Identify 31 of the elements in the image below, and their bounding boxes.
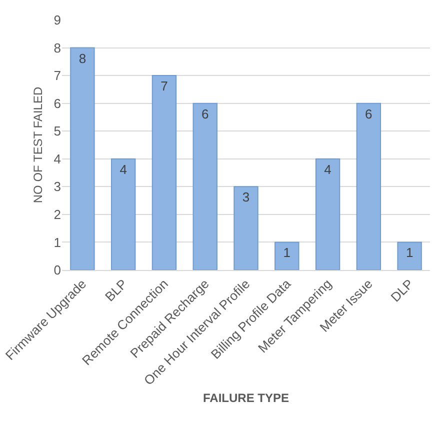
data-label: 3: [242, 190, 250, 205]
bar: [192, 102, 218, 270]
y-tick-label: 9: [54, 12, 61, 28]
bar: [356, 102, 382, 270]
data-label: 1: [406, 245, 414, 260]
x-axis-title: FAILURE TYPE: [202, 390, 290, 405]
bar: [397, 242, 422, 270]
x-tick-label: DLP: [388, 276, 416, 305]
y-tick-label: 5: [54, 124, 61, 139]
y-tick-label: 8: [54, 40, 61, 56]
bar: [152, 75, 177, 270]
data-label: 1: [283, 245, 291, 260]
bar: [70, 47, 95, 270]
bar: [274, 242, 300, 270]
data-label: 4: [120, 162, 127, 177]
y-tick-label: 0: [54, 262, 61, 278]
y-tick-label: 7: [54, 68, 61, 84]
bar: [110, 158, 136, 270]
bar: [315, 158, 340, 270]
y-tick-label: 1: [54, 234, 61, 250]
y-tick-label: 2: [54, 206, 61, 222]
y-tick-label: 4: [54, 151, 61, 166]
data-label: 6: [365, 106, 372, 122]
y-tick-label: 6: [54, 96, 61, 111]
y-tick-label: 3: [54, 179, 61, 194]
y-axis-title: NO OF TEST FAILED: [31, 86, 46, 204]
data-label: 6: [201, 106, 209, 122]
data-label: 4: [324, 162, 332, 177]
data-label: 8: [78, 50, 86, 66]
bar: [234, 186, 258, 270]
data-label: 7: [160, 78, 168, 94]
